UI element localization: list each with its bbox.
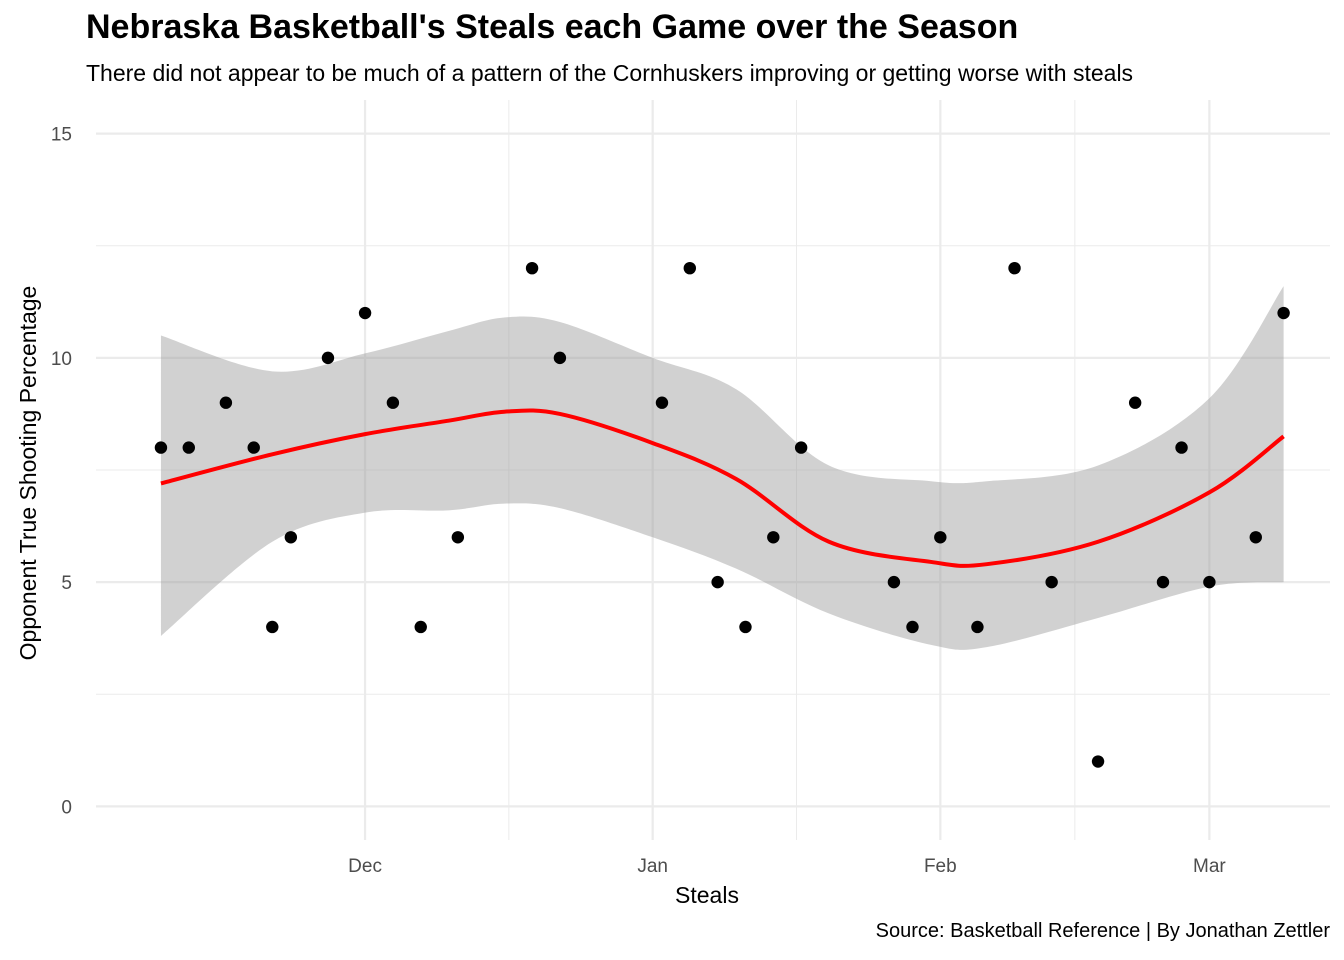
x-axis-title: Steals	[675, 882, 739, 908]
data-point	[1156, 575, 1170, 589]
data-point	[739, 620, 752, 634]
smooth-trend-line	[160, 408, 1285, 568]
chart-title: Nebraska Basketball's Steals each Game o…	[86, 8, 1019, 46]
y-tick-label: 15	[51, 125, 72, 146]
y-axis-tick-labels: 0 5 10 15	[51, 125, 72, 819]
x-tick-label: Mar	[1193, 856, 1226, 877]
data-point	[711, 575, 724, 589]
data-point	[182, 441, 195, 454]
data-point	[321, 351, 335, 365]
data-point	[1091, 755, 1105, 768]
y-tick-label: 5	[61, 573, 72, 594]
data-point	[284, 531, 298, 544]
data-point	[887, 575, 901, 589]
data-point	[266, 620, 279, 634]
data-point	[247, 441, 260, 454]
data-point	[794, 441, 808, 454]
data-point	[386, 396, 400, 409]
data-point	[219, 396, 233, 409]
data-point	[1175, 441, 1188, 454]
chart-subtitle: There did not appear to be much of a pat…	[86, 60, 1134, 86]
x-tick-label: Dec	[348, 856, 382, 877]
data-point	[1203, 575, 1216, 589]
data-point	[553, 351, 567, 365]
data-point	[451, 531, 465, 544]
data-point	[1128, 396, 1142, 409]
data-point	[934, 531, 947, 544]
y-axis-title: Opponent True Shooting Percentage	[15, 286, 41, 661]
data-point	[1008, 261, 1021, 275]
data-point	[971, 620, 984, 634]
x-tick-label: Jan	[637, 856, 668, 877]
minor-gridlines	[96, 100, 1330, 840]
y-tick-label: 10	[51, 349, 72, 370]
data-point	[906, 620, 919, 634]
data-point	[525, 261, 539, 275]
y-tick-label: 0	[61, 797, 72, 818]
x-tick-label: Feb	[924, 856, 957, 877]
data-point	[154, 441, 168, 454]
data-point	[655, 396, 669, 409]
x-axis-tick-labels: Dec Jan Feb Mar	[348, 856, 1226, 877]
data-point	[683, 261, 697, 275]
data-point	[1045, 575, 1058, 589]
confidence-band	[160, 286, 1284, 650]
data-point	[358, 306, 372, 320]
data-point	[414, 620, 427, 634]
data-point	[1249, 531, 1262, 544]
source-caption: Source: Basketball Reference | By Jonath…	[875, 920, 1330, 942]
data-points	[154, 261, 1290, 768]
data-point	[1277, 306, 1290, 320]
data-point	[767, 531, 780, 544]
